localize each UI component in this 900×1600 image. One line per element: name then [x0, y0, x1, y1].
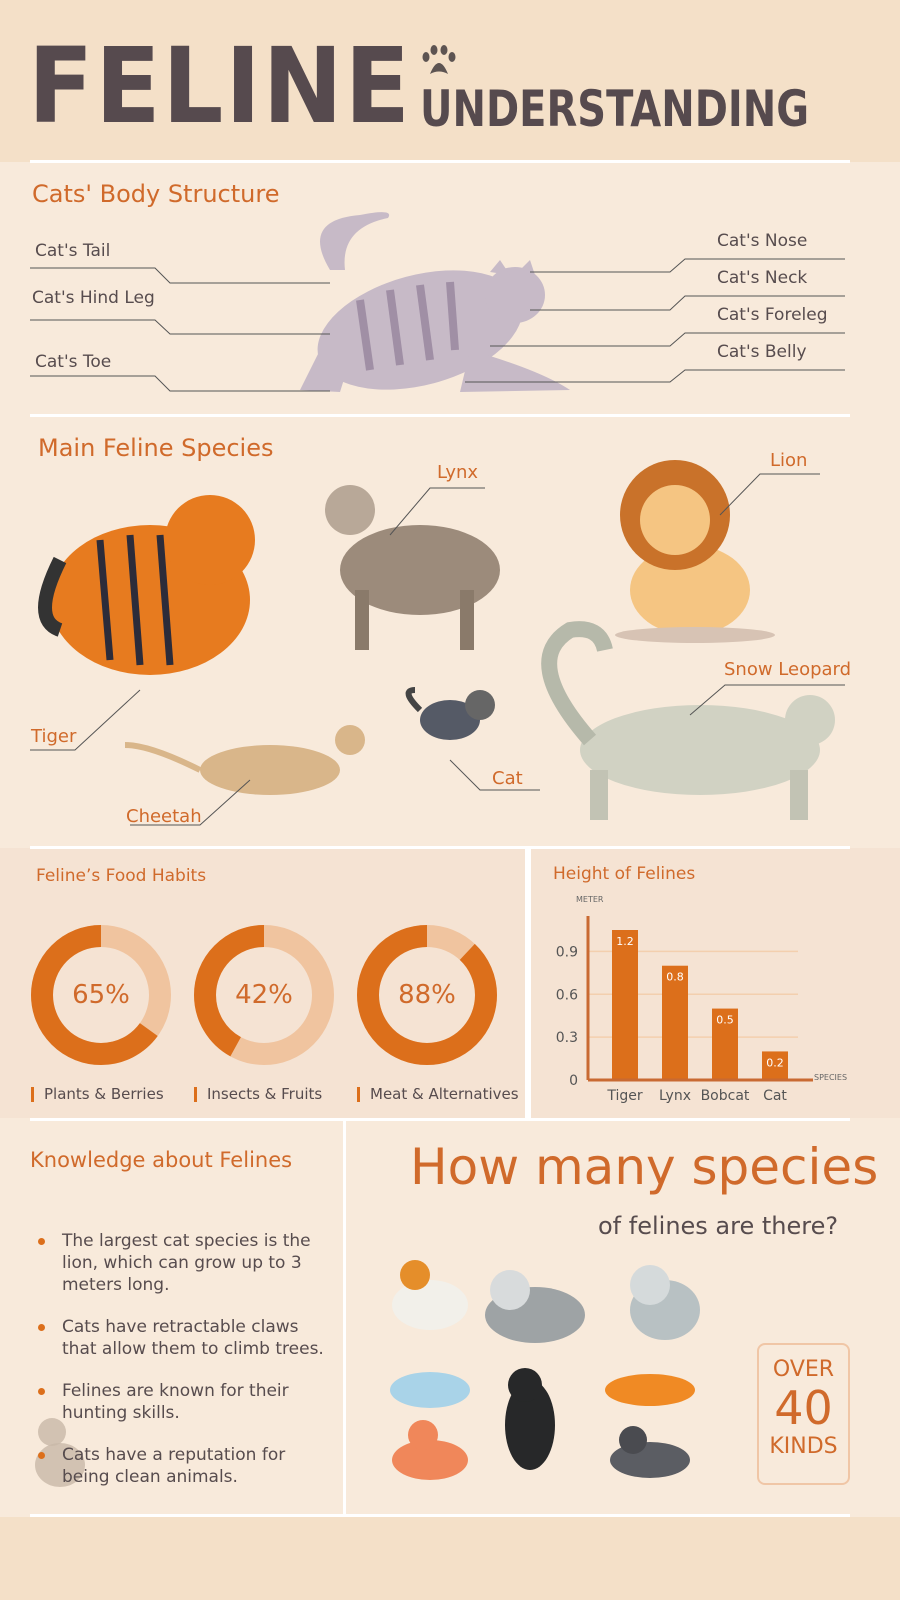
box-number: 40 [774, 1381, 833, 1435]
cheetah-illustration [124, 725, 365, 795]
species-illustrations [30, 460, 845, 826]
food-title: Feline’s Food Habits [36, 866, 207, 886]
y-tick-label: 0.3 [556, 1030, 578, 1046]
label-toe: Cat's Toe [35, 352, 112, 372]
species-count-box: OVER 40 KINDS [757, 1343, 850, 1485]
knowledge-title: Knowledge about Felines [30, 1148, 293, 1172]
cat-illustration [405, 687, 495, 740]
donut-value: 88% [398, 980, 456, 1010]
label-tiger: Tiger [31, 726, 77, 747]
divider [30, 1118, 850, 1121]
donut-value: 65% [72, 980, 130, 1010]
label-cheetah: Cheetah [126, 806, 202, 827]
donut-segment [357, 925, 497, 1065]
cat-breeds-illustration [390, 1260, 700, 1480]
label-nose: Cat's Nose [717, 231, 808, 251]
lynx-illustration [325, 485, 500, 650]
donut-label: Plants & Berries [31, 1087, 164, 1102]
snow-leopard-illustration [541, 621, 835, 820]
bar-data-label: 0.2 [766, 1056, 784, 1069]
y-axis-label: METER [576, 895, 604, 904]
divider [525, 848, 531, 1120]
donut-segment [194, 925, 334, 1065]
subtitle: UNDERSTANDING [420, 80, 810, 138]
count-title: How many species [410, 1138, 879, 1196]
box-top: OVER [772, 1357, 835, 1382]
chart-title: Height of Felines [553, 864, 696, 884]
bar-data-label: 0.5 [716, 1014, 734, 1027]
bar-cat [762, 1051, 788, 1080]
divider [30, 1514, 850, 1517]
y-tick-label: 0 [569, 1073, 578, 1089]
label-neck: Cat's Neck [717, 268, 808, 288]
divider [30, 160, 850, 163]
divider [30, 414, 850, 417]
tiger-illustration [38, 495, 255, 675]
divider [30, 846, 850, 849]
bar-chart: 0 0.3 0.6 0.9 1.2 Tiger 0.8 Lynx 0.5 Bobcat 0.2 Cat [556, 916, 813, 1104]
label-lynx: Lynx [437, 462, 479, 483]
x-tick-label: Bobcat [701, 1088, 750, 1104]
donut-label: Meat & Alternatives [357, 1087, 519, 1102]
x-tick-label: Tiger [606, 1088, 643, 1104]
donut-charts [31, 925, 497, 1065]
y-tick-label: 0.9 [556, 944, 578, 960]
donut-value: 42% [235, 980, 293, 1010]
label-hind-leg: Cat's Hind Leg [32, 288, 155, 308]
y-tick-label: 0.6 [556, 987, 578, 1003]
label-foreleg: Cat's Foreleg [717, 305, 828, 325]
count-subtitle: of felines are there? [598, 1212, 839, 1240]
box-bottom: KINDS [769, 1434, 838, 1459]
divider [343, 1120, 346, 1515]
knowledge-bullet: Felines are known for their hunting skil… [38, 1380, 332, 1424]
donut-segment [31, 925, 171, 1065]
label-cat: Cat [492, 768, 523, 789]
knowledge-bullet: Cats have retractable claws that allow t… [38, 1316, 332, 1360]
label-snow-leopard: Snow Leopard [724, 659, 852, 680]
lion-illustration [615, 460, 775, 643]
body-structure-title: Cats' Body Structure [32, 180, 280, 208]
bar-tiger [612, 930, 638, 1080]
donut-label: Insects & Fruits [194, 1087, 322, 1102]
bar-lynx [662, 965, 688, 1080]
species-title: Main Feline Species [38, 434, 274, 462]
bar-data-label: 0.8 [666, 971, 684, 984]
x-tick-label: Lynx [659, 1088, 691, 1104]
bar-data-label: 1.2 [616, 935, 634, 948]
x-tick-label: Cat [763, 1088, 787, 1104]
cat-silhouette-icon [35, 1418, 85, 1487]
label-tail: Cat's Tail [35, 241, 111, 261]
header [0, 0, 900, 162]
knowledge-bullet: Cats have a reputation for being clean a… [38, 1444, 332, 1488]
knowledge-bullet: The largest cat species is the lion, whi… [38, 1230, 332, 1296]
food-habits-panel [0, 848, 525, 1118]
x-axis-label: SPECIES [814, 1073, 848, 1082]
title: FELINE [28, 25, 412, 147]
label-lion: Lion [770, 450, 808, 471]
footer [0, 1517, 900, 1600]
label-belly: Cat's Belly [717, 342, 807, 362]
paw-icon [422, 45, 456, 74]
bar-bobcat [712, 1008, 738, 1080]
cat-body-illustration [30, 212, 845, 392]
